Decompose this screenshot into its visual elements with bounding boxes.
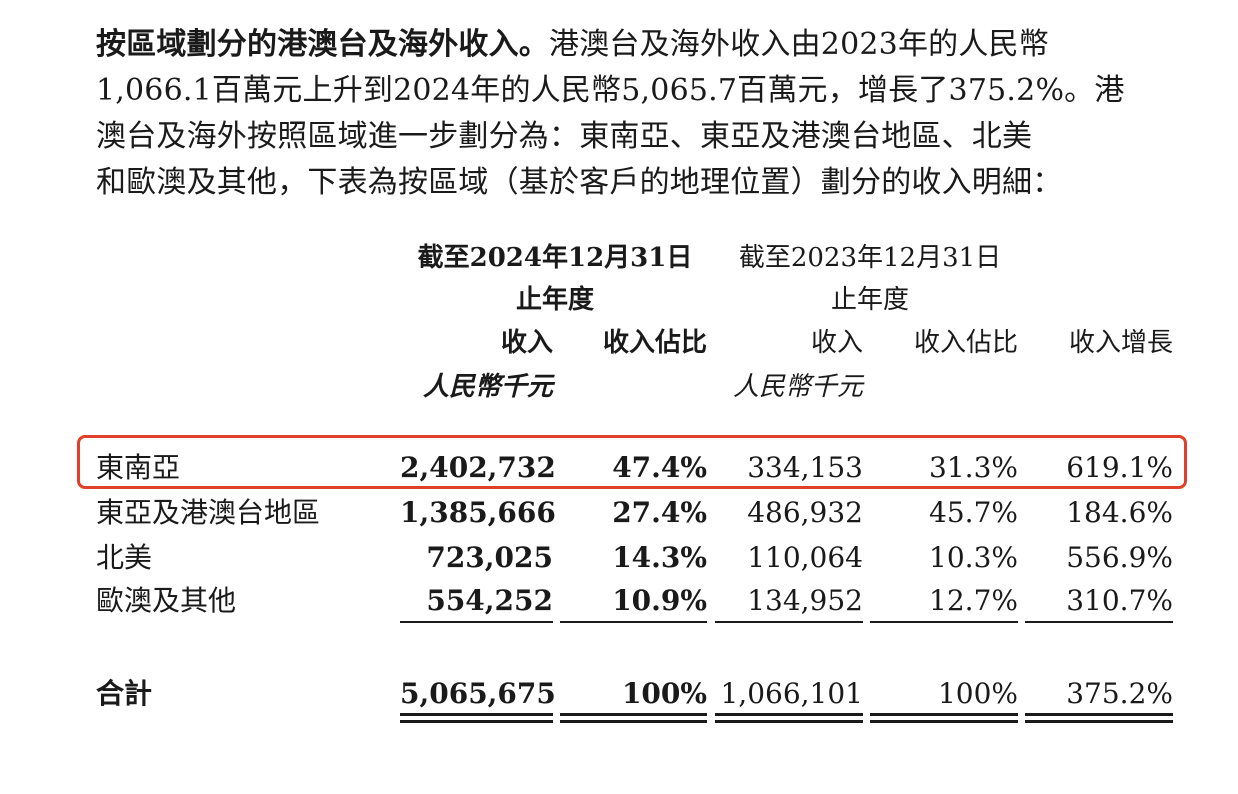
revenue-2023: 486,932 <box>747 496 863 529</box>
header-revenue-2024: 收入 <box>500 328 553 358</box>
subtotal-rule <box>715 621 863 623</box>
share-2024: 10.9% <box>612 584 707 617</box>
share-2024: 47.4% <box>612 451 707 484</box>
subtotal-rule <box>870 621 1018 623</box>
share-2023: 12.7% <box>929 584 1018 617</box>
header-period-2023-suffix: 止年度 <box>830 285 909 315</box>
total-double-rule <box>1025 713 1173 723</box>
share-2023: 45.7% <box>929 496 1018 529</box>
table-row: 東南亞 2,402,732 47.4% 334,153 31.3% 619.1% <box>0 451 1238 491</box>
total-share-2023: 100% <box>937 677 1018 710</box>
total-row: 合計 5,065,675 100% 1,066,101 100% 375.2% <box>0 677 1238 717</box>
revenue-growth: 184.6% <box>1066 496 1173 529</box>
revenue-2023: 110,064 <box>747 541 863 574</box>
revenue-growth: 619.1% <box>1066 451 1173 484</box>
header-share-2023: 收入佔比 <box>913 328 1018 358</box>
share-2024: 27.4% <box>612 496 707 529</box>
region-label: 東亞及港澳台地區 <box>96 496 321 529</box>
table-row: 歐澳及其他 554,252 10.9% 134,952 12.7% 310.7% <box>0 584 1238 624</box>
revenue-growth: 310.7% <box>1066 584 1173 617</box>
total-revenue-growth: 375.2% <box>1066 677 1173 710</box>
paragraph-line-1: 按區域劃分的港澳台及海外收入。港澳台及海外收入由2023年的人民幣 <box>96 22 1176 68</box>
header-period-2023: 截至2023年12月31日 <box>738 243 1002 273</box>
header-period-2024-suffix: 止年度 <box>515 285 594 315</box>
header-revenue-2023: 收入 <box>810 328 863 358</box>
region-label: 東南亞 <box>96 451 181 484</box>
subtotal-rule <box>1025 621 1173 623</box>
paragraph-line-4: 和歐澳及其他，下表為按區域（基於客戶的地理位置）劃分的收入明細： <box>96 165 1063 200</box>
share-2023: 10.3% <box>929 541 1018 574</box>
intro-paragraph: 按區域劃分的港澳台及海外收入。港澳台及海外收入由2023年的人民幣 1,066.… <box>96 22 1176 206</box>
revenue-2024: 554,252 <box>426 584 553 617</box>
revenue-2024: 1,385,666 <box>400 496 556 529</box>
paragraph-lead: 按區域劃分的港澳台及海外收入。 <box>96 27 549 62</box>
table-row: 北美 723,025 14.3% 110,064 10.3% 556.9% <box>0 541 1238 581</box>
revenue-2023: 334,153 <box>747 451 863 484</box>
paragraph-line-3: 澳台及海外按照區域進一步劃分為：東南亞、東亞及港澳台地區、北美 <box>96 119 1033 154</box>
total-revenue-2024: 5,065,675 <box>400 677 556 710</box>
share-2024: 14.3% <box>612 541 707 574</box>
unit-2023: 人民幣千元 <box>732 372 863 402</box>
region-label: 歐澳及其他 <box>96 584 237 617</box>
total-double-rule <box>870 713 1018 723</box>
total-double-rule <box>560 713 707 723</box>
total-double-rule <box>715 713 863 723</box>
revenue-2024: 2,402,732 <box>400 451 556 484</box>
header-growth: 收入增長 <box>1068 328 1173 358</box>
paragraph-line-2: 1,066.1百萬元上升到2024年的人民幣5,065.7百萬元，增長了375.… <box>96 73 1125 108</box>
region-label: 北美 <box>96 541 153 574</box>
highlight-box <box>77 435 1187 489</box>
table-row: 東亞及港澳台地區 1,385,666 27.4% 486,932 45.7% 1… <box>0 496 1238 536</box>
subtotal-rule <box>400 621 553 623</box>
header-period-2024: 截至2024年12月31日 <box>417 243 693 273</box>
revenue-2023: 134,952 <box>747 584 863 617</box>
paragraph-line-1-rest: 港澳台及海外收入由2023年的人民幣 <box>549 27 1049 62</box>
total-double-rule <box>400 713 553 723</box>
share-2023: 31.3% <box>929 451 1018 484</box>
revenue-2024: 723,025 <box>426 541 553 574</box>
header-share-2024: 收入佔比 <box>602 328 707 358</box>
subtotal-rule <box>560 621 707 623</box>
unit-2024: 人民幣千元 <box>422 372 553 402</box>
total-share-2024: 100% <box>621 677 707 710</box>
total-revenue-2023: 1,066,101 <box>720 677 863 710</box>
total-label: 合計 <box>96 677 153 710</box>
revenue-growth: 556.9% <box>1066 541 1173 574</box>
